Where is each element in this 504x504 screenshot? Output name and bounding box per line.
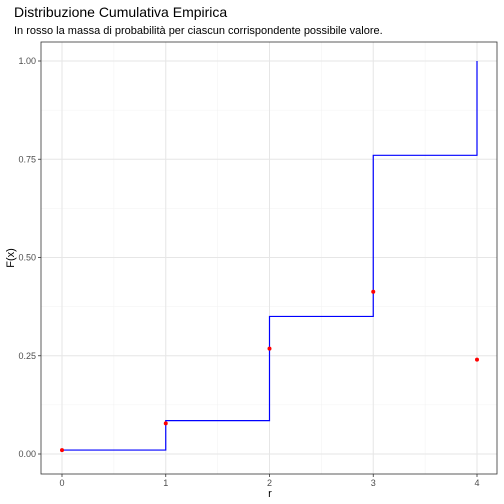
x-tick-label: 3 — [371, 478, 376, 488]
chart-title: Distribuzione Cumulativa Empirica — [14, 4, 227, 20]
chart-subtitle: In rosso la massa di probabilità per cia… — [14, 25, 383, 37]
x-tick-label: 4 — [474, 478, 479, 488]
probability-mass-point — [267, 346, 272, 351]
probability-mass-point — [163, 421, 168, 426]
probability-mass-point — [371, 289, 376, 294]
y-tick-label: 0.75 — [18, 154, 36, 164]
y-axis: 0.00 0.25 0.50 0.75 1.00 — [18, 56, 41, 459]
x-axis-label: r — [268, 488, 272, 500]
panel-border — [40, 41, 498, 475]
x-tick-label: 1 — [163, 478, 168, 488]
x-axis: 0 1 2 3 4 — [59, 474, 480, 488]
y-tick-label: 0.50 — [18, 253, 36, 263]
ecdf-step-line — [62, 61, 478, 451]
x-tick-label: 2 — [267, 478, 272, 488]
series-layer — [60, 61, 479, 453]
y-axis-label: F(x) — [5, 248, 17, 268]
probability-mass-point — [60, 448, 64, 453]
y-tick-label: 1.00 — [18, 56, 36, 66]
probability-mass-point — [475, 357, 479, 362]
y-tick-label: 0.25 — [18, 351, 36, 361]
x-tick-label: 0 — [59, 478, 64, 488]
y-tick-label: 0.00 — [18, 449, 36, 459]
